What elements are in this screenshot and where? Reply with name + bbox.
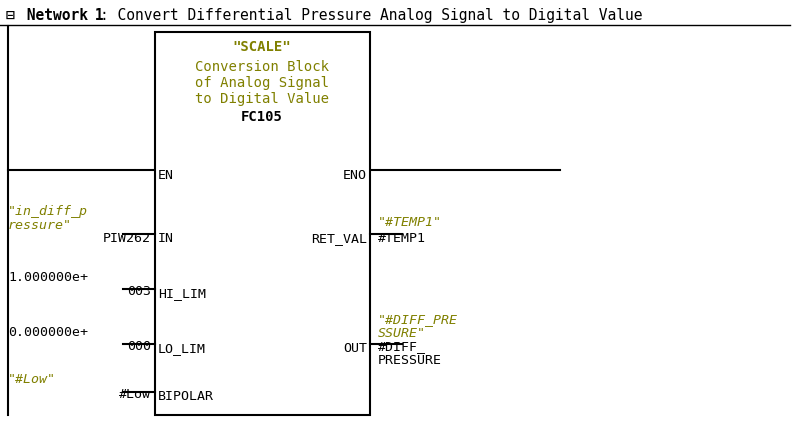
Bar [155,32,370,415]
Text: ressure": ressure" [8,219,72,232]
Text: #TEMP1: #TEMP1 [378,232,426,245]
Text: #Low: #Low [119,388,151,401]
Text: LO_LIM: LO_LIM [158,342,206,355]
Text: BIPOLAR: BIPOLAR [158,390,214,403]
Text: : Convert Differential Pressure Analog Signal to Digital Value: : Convert Differential Pressure Analog S… [100,8,642,23]
Text: RET_VAL: RET_VAL [311,232,367,245]
Text: PRESSURE: PRESSURE [378,354,442,367]
Text: "SCALE": "SCALE" [233,40,291,54]
Text: "in_diff_p: "in_diff_p [8,205,88,218]
Text: ENO: ENO [343,169,367,182]
Text: "#TEMP1": "#TEMP1" [378,216,442,229]
Text: "#DIFF_PRE: "#DIFF_PRE [378,313,458,326]
Text: to Digital Value: to Digital Value [195,92,329,106]
Text: PIW262: PIW262 [103,232,151,245]
Text: IN: IN [158,232,174,245]
Text: SSURE": SSURE" [378,327,426,340]
Text: ⊟: ⊟ [6,8,14,23]
Text: HI_LIM: HI_LIM [158,287,206,300]
Text: "#Low": "#Low" [8,373,56,386]
Text: of Analog Signal: of Analog Signal [195,76,329,90]
Text: EN: EN [158,169,174,182]
Text: 1: 1 [86,8,103,23]
Text: OUT: OUT [343,342,367,355]
Text: 000: 000 [127,340,151,353]
Text: FC105: FC105 [241,110,283,124]
Text: 003: 003 [127,285,151,298]
Text: Conversion Block: Conversion Block [195,60,329,74]
Text: Network: Network [18,8,88,23]
Text: 0.000000e+: 0.000000e+ [8,326,88,339]
Text: #DIFF_: #DIFF_ [378,340,426,353]
Text: 1.000000e+: 1.000000e+ [8,271,88,284]
